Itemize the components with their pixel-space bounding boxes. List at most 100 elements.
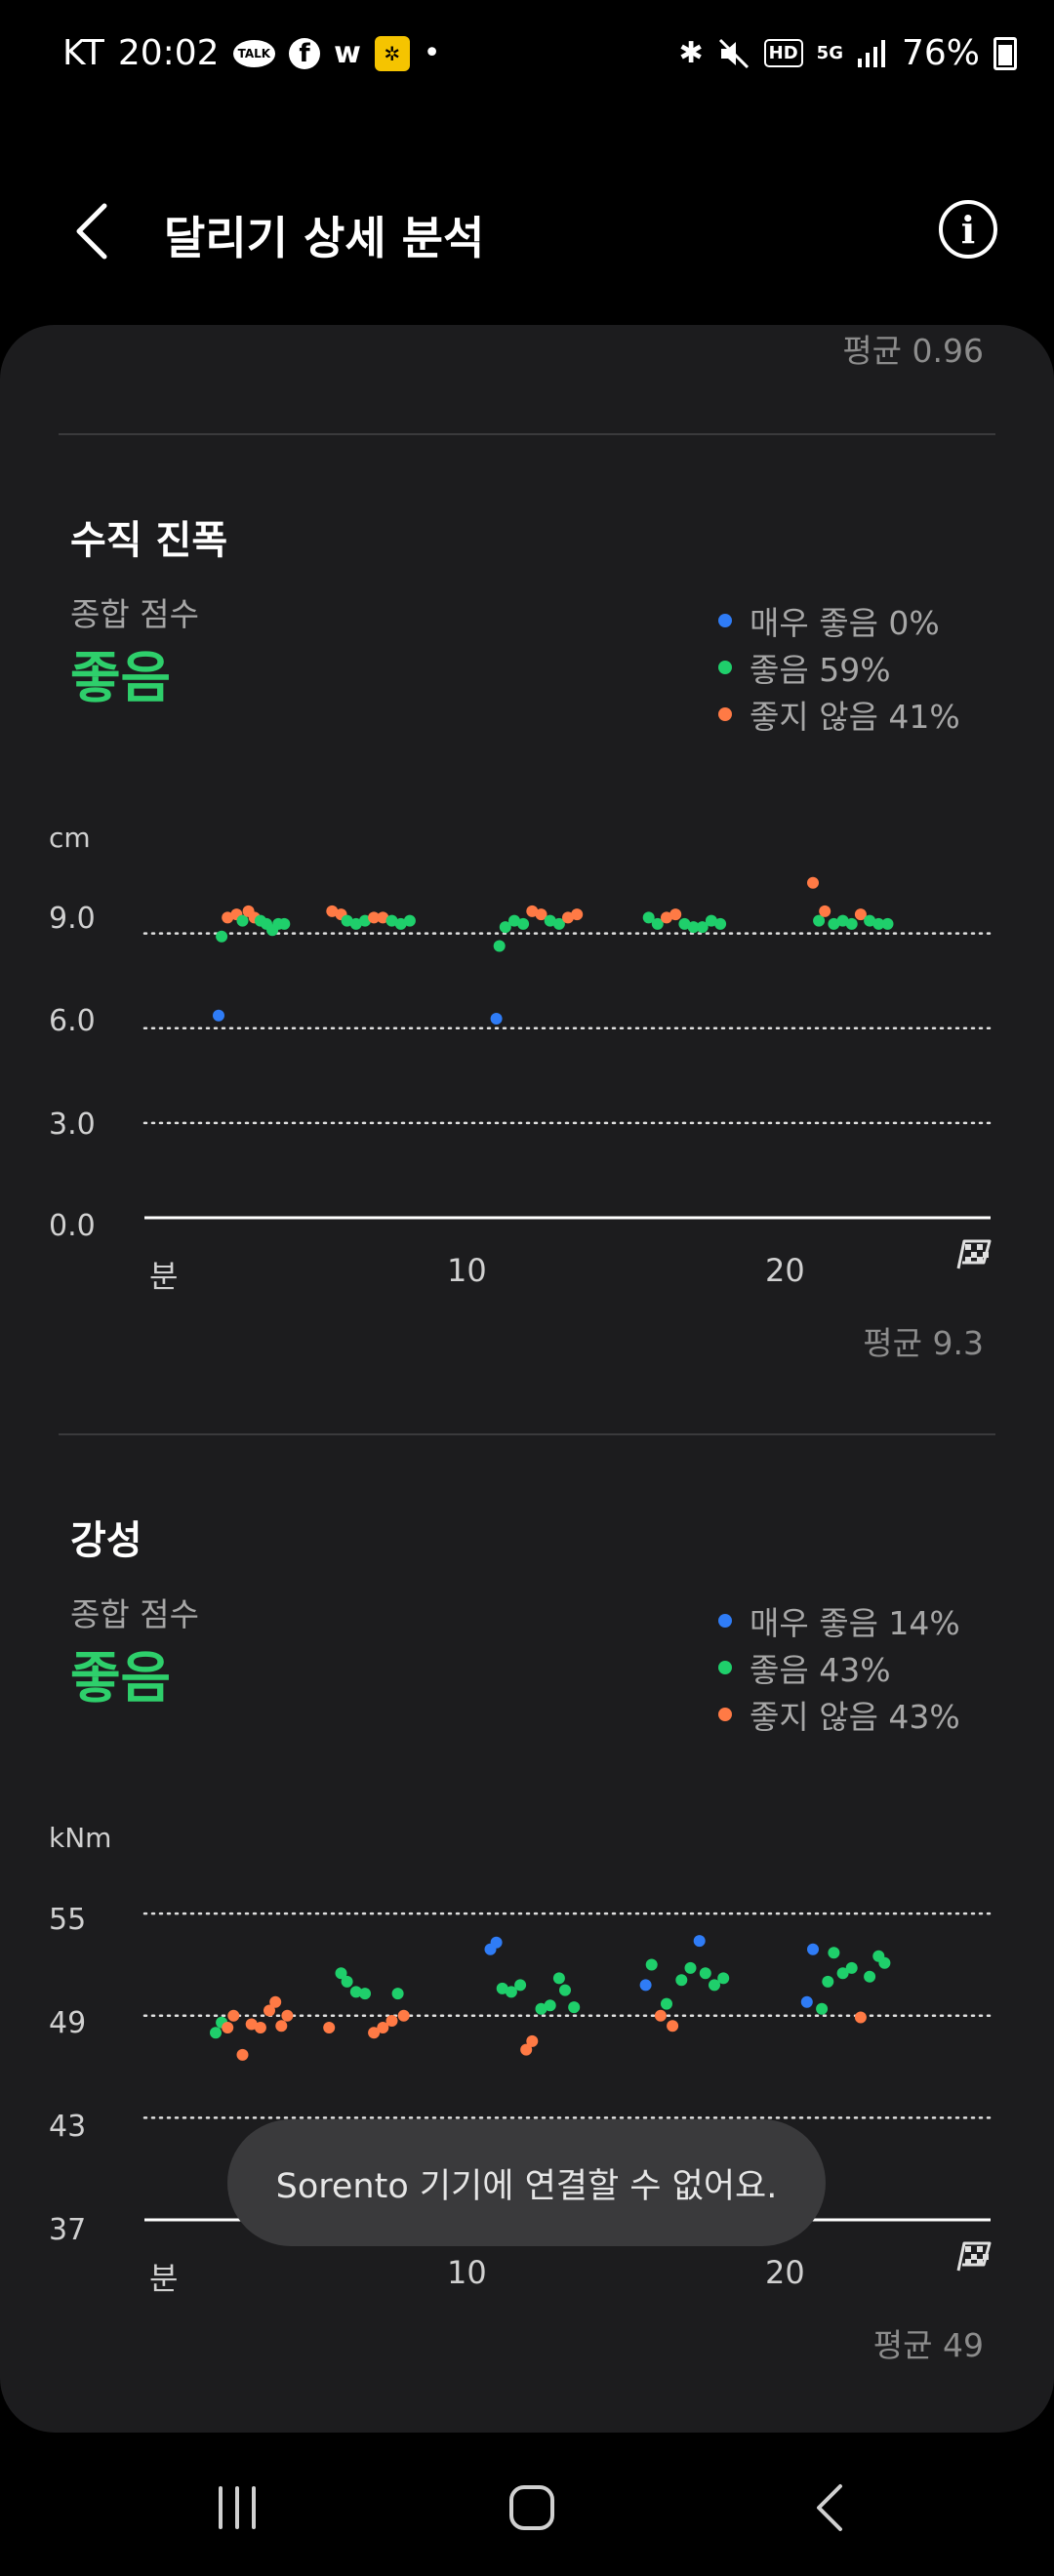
data-point — [552, 1972, 565, 1985]
data-point — [269, 1995, 282, 2008]
legend-dot — [718, 1661, 732, 1674]
data-point — [828, 917, 840, 930]
x-tick-label: 분 — [149, 1258, 179, 1295]
data-point — [216, 930, 228, 943]
data-point — [385, 914, 398, 927]
y-tick-label: 6.0 — [49, 1004, 96, 1038]
data-point — [385, 2015, 398, 2027]
y-tick-label: 49 — [49, 2006, 87, 2040]
data-point — [800, 1995, 813, 2008]
back-button[interactable] — [59, 197, 127, 265]
overall-score-value: 좋음 — [70, 1647, 172, 1711]
data-point — [359, 1988, 371, 2000]
battery-percent: 76% — [901, 33, 980, 73]
data-point — [490, 1013, 503, 1025]
data-point — [323, 2022, 336, 2033]
legend-item-very-good: 매우 좋음 14% — [718, 1597, 960, 1644]
vertical-oscillation-chart — [142, 876, 993, 1269]
data-point — [377, 911, 389, 924]
data-point — [661, 911, 672, 924]
legend-item-good: 좋음 43% — [718, 1644, 960, 1691]
dot-icon: • — [423, 36, 441, 70]
recent-apps-button[interactable] — [193, 2469, 281, 2547]
data-point — [499, 921, 511, 934]
data-point — [245, 2018, 258, 2031]
data-point — [709, 1979, 720, 1992]
y-tick-label: 37 — [49, 2213, 87, 2247]
hd-icon: HD — [763, 39, 803, 67]
data-point — [642, 911, 655, 924]
data-point — [675, 1974, 688, 1987]
data-point — [819, 905, 831, 917]
x-tick-label: 20 — [765, 2254, 805, 2291]
info-icon: i — [960, 207, 976, 252]
home-button[interactable] — [488, 2469, 576, 2547]
data-point — [514, 1979, 527, 1992]
data-point — [836, 914, 849, 927]
data-point — [517, 917, 530, 930]
back-icon — [817, 2484, 842, 2531]
clock: 20:02 — [117, 33, 220, 73]
overall-score-label: 종합 점수 — [70, 1595, 199, 1633]
info-button[interactable]: i — [939, 200, 997, 259]
data-point — [341, 914, 353, 927]
signal-icon — [857, 39, 885, 67]
data-point — [227, 2009, 240, 2022]
x-tick-label: 10 — [447, 1252, 487, 1289]
data-point — [359, 914, 371, 927]
section-title-vertical-oscillation: 수직 진폭 — [70, 518, 228, 563]
yellow-app-icon: ✲ — [374, 35, 410, 71]
data-point — [264, 2004, 275, 2017]
data-point — [377, 2022, 389, 2033]
legend-label: 좋음 43% — [750, 1651, 891, 1689]
divider — [59, 433, 995, 435]
data-point — [505, 1986, 517, 1998]
data-point — [490, 1936, 503, 1949]
facebook-icon: f — [289, 37, 321, 69]
x-tick-label: 10 — [447, 2254, 487, 2291]
data-point — [222, 2022, 234, 2033]
carrier: KT — [62, 33, 104, 73]
data-point — [813, 914, 826, 927]
system-nav-bar — [0, 2439, 1054, 2576]
data-point — [544, 914, 556, 927]
battery-icon — [993, 36, 1017, 70]
data-point — [854, 908, 867, 921]
page-title: 달리기 상세 분석 — [164, 212, 485, 264]
data-point — [872, 917, 885, 930]
legend-dot — [718, 1614, 732, 1628]
x-tick-label: 20 — [765, 1252, 805, 1289]
checkered-flag-icon — [956, 1239, 992, 1269]
data-point — [705, 914, 717, 927]
data-point — [394, 917, 407, 930]
legend-item-not-good: 좋지 않음 41% — [718, 691, 960, 738]
data-point — [822, 1975, 834, 1988]
overall-score-value: 좋음 — [70, 647, 172, 710]
y-tick-label: 55 — [49, 1903, 87, 1937]
data-point — [651, 917, 664, 930]
data-point — [881, 917, 894, 930]
data-point — [281, 2009, 294, 2022]
data-point — [667, 2020, 679, 2033]
data-point — [335, 1967, 347, 1980]
data-point — [236, 914, 249, 927]
data-point — [275, 2020, 288, 2033]
nav-back-button[interactable] — [786, 2469, 873, 2547]
data-point — [669, 908, 682, 921]
y-tick-label: 0.0 — [49, 1209, 96, 1243]
data-point — [828, 1947, 840, 1959]
data-point — [210, 2027, 222, 2039]
y-axis-unit: cm — [49, 822, 91, 854]
overall-score-label: 종합 점수 — [70, 595, 199, 633]
section-title-stiffness: 강성 — [70, 1518, 142, 1563]
legend: 매우 좋음 0% 좋음 59% 좋지 않음 41% — [718, 597, 960, 738]
data-point — [562, 911, 574, 924]
status-right: ✱ HD 5G 76% — [679, 33, 1017, 73]
status-left: KT 20:02 TALK f w ✲ • — [62, 33, 440, 73]
data-point — [520, 2043, 533, 2056]
data-point — [864, 1970, 876, 1983]
legend-dot — [718, 707, 732, 721]
data-point — [254, 2022, 266, 2033]
legend-item-very-good: 매우 좋음 0% — [718, 597, 960, 644]
y-tick-label: 3.0 — [49, 1107, 96, 1142]
